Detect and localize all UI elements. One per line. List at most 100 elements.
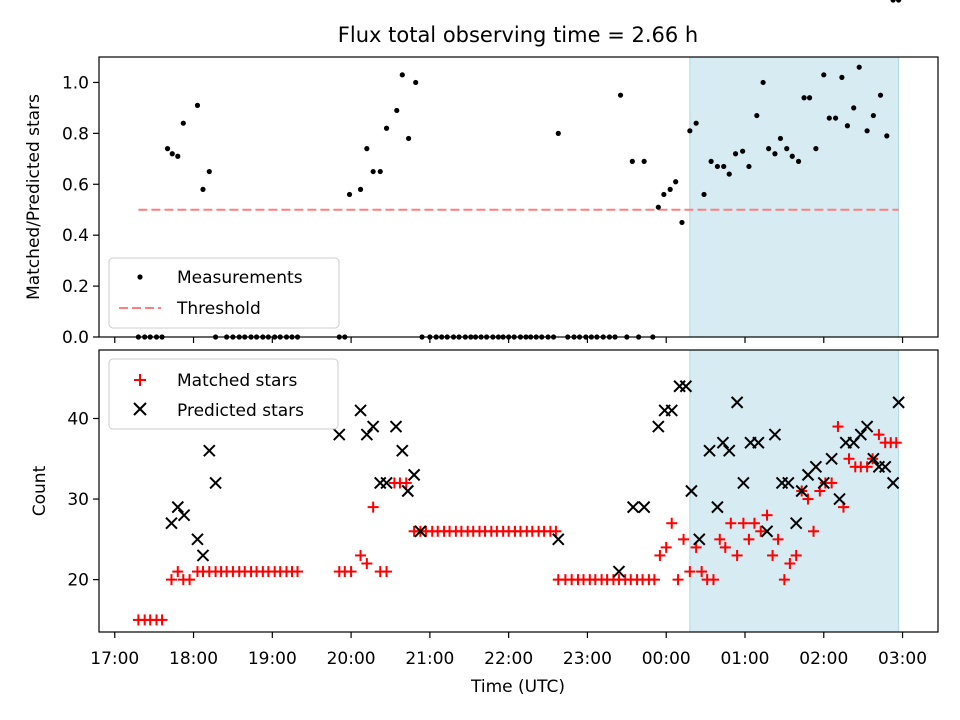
predicted-star-point <box>209 476 222 490</box>
measurement-point <box>784 146 790 152</box>
measurement-point <box>169 151 175 157</box>
matched-star-point <box>707 574 719 586</box>
measurement-point <box>806 95 813 101</box>
matched-star-point <box>843 453 855 465</box>
matched-star-point <box>826 477 838 489</box>
predicted-star-point <box>679 380 693 393</box>
matched-star-point <box>400 477 412 489</box>
measurement-point <box>370 168 376 175</box>
measurement-point <box>655 204 661 210</box>
x-axis-label: Time (UTC) <box>470 677 565 697</box>
matched-star-point <box>748 517 760 529</box>
measurement-point <box>555 130 561 136</box>
matched-star-point <box>731 549 743 561</box>
measurement-point <box>399 72 405 78</box>
predicted-legend-label: Predicted stars <box>177 401 304 421</box>
matched-star-point <box>172 566 184 578</box>
measurement-point <box>821 72 827 78</box>
top-y-axis-label: Matched/Predicted stars <box>24 94 44 300</box>
measurement-point <box>346 191 353 198</box>
measurement-point <box>200 186 206 192</box>
matched-star-point <box>156 614 168 626</box>
matched-legend-marker <box>134 374 146 386</box>
measurement-point <box>641 158 647 164</box>
predicted-star-point <box>552 533 565 546</box>
predicted-star-point <box>737 476 750 490</box>
bottom-y-axis-label: Count <box>30 465 50 516</box>
predicted-star-point <box>360 428 374 441</box>
measurement-point <box>673 179 679 185</box>
predicted-star-point <box>833 492 846 506</box>
matched-star-point <box>684 566 696 578</box>
matched-star-point <box>696 566 708 578</box>
predicted-star-point <box>389 420 403 433</box>
predicted-star-point <box>626 500 640 514</box>
predicted-star-point <box>177 508 191 522</box>
top-y-tick-label: 0.8 <box>62 124 89 144</box>
measurement-point <box>357 186 364 192</box>
measurement-point <box>194 102 201 108</box>
x-tick-label: 22:00 <box>484 649 533 669</box>
measurement-point <box>679 219 685 226</box>
predicted-star-point <box>652 420 665 433</box>
measurement-point <box>164 146 171 152</box>
measurement-point <box>746 163 752 170</box>
bottom-y-tick-label: 20 <box>67 571 89 591</box>
predicted-star-point <box>892 396 905 409</box>
predicted-star-point <box>703 444 716 457</box>
top-panel-frame <box>98 56 939 338</box>
x-tick-label: 02:00 <box>799 649 848 669</box>
bottom-panel-shade <box>689 349 900 633</box>
matched-star-point <box>184 574 196 586</box>
predicted-star-point <box>760 525 774 538</box>
predicted-star-point <box>795 484 808 498</box>
predicted-star-point <box>366 420 380 433</box>
measurements-legend-marker <box>137 274 143 280</box>
x-tick-label: 19:00 <box>248 649 297 669</box>
matched-star-point <box>761 509 773 521</box>
predicted-star-point <box>867 452 880 465</box>
measurement-point <box>661 191 667 198</box>
measurement-point <box>377 168 383 175</box>
predicted-star-point <box>693 533 706 546</box>
measurement-point <box>364 146 370 152</box>
matched-star-point <box>778 574 790 586</box>
predicted-star-point <box>196 549 210 562</box>
measurement-point <box>383 125 390 131</box>
predicted-star-point <box>191 533 204 546</box>
predicted-star-point <box>782 476 795 490</box>
predicted-star-point <box>723 444 736 457</box>
predicted-legend-marker <box>133 402 147 416</box>
matched-star-point <box>666 517 678 529</box>
measurement-point <box>844 123 851 129</box>
matched-star-point <box>648 574 660 586</box>
top-y-tick-label: 1.0 <box>62 73 89 93</box>
top-legend: Measurements Threshold <box>108 257 340 329</box>
measurement-point <box>629 158 635 164</box>
matched-star-point <box>292 566 304 578</box>
matched-star-point <box>802 493 814 505</box>
measurement-point <box>406 135 412 142</box>
measurement-point <box>877 92 884 98</box>
matched-star-point <box>367 501 379 513</box>
measurement-point <box>795 158 802 164</box>
matched-star-point <box>755 525 767 537</box>
measurement-point <box>839 74 845 80</box>
measurement-point <box>884 133 890 139</box>
predicted-star-point <box>203 444 216 457</box>
matched-star-point <box>714 533 726 545</box>
measurement-point <box>701 191 707 198</box>
measurement-point <box>890 0 896 3</box>
measurement-point <box>760 79 766 86</box>
predicted-star-point <box>685 484 698 498</box>
measurement-point <box>851 105 857 111</box>
top-y-tick-label: 0.0 <box>62 328 89 348</box>
bottom-legend: Matched stars Predicted stars <box>108 358 339 430</box>
matched-star-point <box>772 533 784 545</box>
measurement-point <box>413 79 419 86</box>
predicted-star-point <box>789 517 803 530</box>
measurement-point <box>687 128 693 134</box>
predicted-star-point <box>665 404 678 417</box>
top-legend-box <box>108 257 340 329</box>
matched-star-point <box>808 525 820 537</box>
